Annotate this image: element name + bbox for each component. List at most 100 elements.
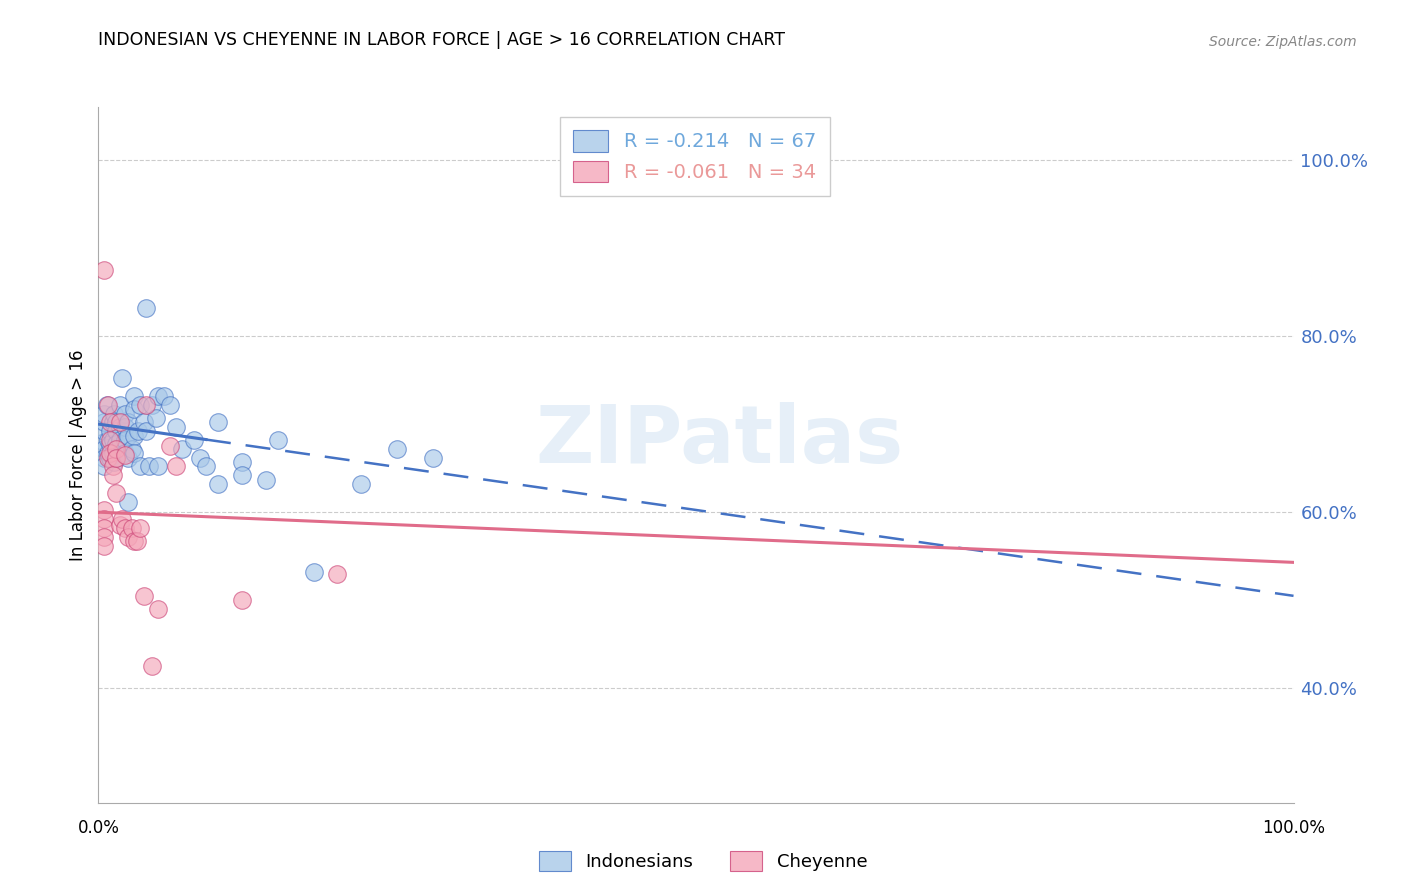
Point <box>153 389 176 403</box>
Y-axis label: In Labor Force | Age > 16: In Labor Force | Age > 16 <box>69 349 87 561</box>
Point <box>132 589 155 603</box>
Point <box>98 450 122 465</box>
Text: ZIPatlas: ZIPatlas <box>536 402 904 480</box>
Text: 100.0%: 100.0% <box>1263 819 1324 837</box>
Point <box>194 459 218 474</box>
Point <box>97 450 120 465</box>
Point <box>114 433 136 447</box>
Point <box>114 448 136 462</box>
Point <box>422 450 444 465</box>
Point <box>93 407 115 421</box>
Point <box>124 389 146 403</box>
Point <box>125 534 148 549</box>
Point <box>127 424 149 438</box>
Point <box>302 565 325 579</box>
Point <box>93 434 115 449</box>
Point <box>114 521 136 535</box>
Point <box>98 433 122 447</box>
Point <box>98 415 122 429</box>
Point <box>105 442 128 456</box>
Point <box>121 442 143 456</box>
Point <box>172 442 194 456</box>
Text: INDONESIAN VS CHEYENNE IN LABOR FORCE | AGE > 16 CORRELATION CHART: INDONESIAN VS CHEYENNE IN LABOR FORCE | … <box>98 31 786 49</box>
Point <box>93 424 115 438</box>
Point <box>117 494 139 508</box>
Point <box>96 398 118 412</box>
Point <box>231 455 253 469</box>
Point <box>98 424 122 438</box>
Point <box>124 534 146 549</box>
Point <box>117 428 139 442</box>
Point <box>138 459 160 474</box>
Point <box>93 415 115 429</box>
Point <box>108 415 131 429</box>
Point <box>105 437 128 451</box>
Point <box>108 398 131 412</box>
Point <box>148 459 170 474</box>
Point <box>108 433 131 447</box>
Point <box>101 433 124 447</box>
Legend: R = -0.214   N = 67, R = -0.061   N = 34: R = -0.214 N = 67, R = -0.061 N = 34 <box>560 117 830 196</box>
Point <box>103 407 125 421</box>
Point <box>105 424 128 438</box>
Point <box>267 433 290 447</box>
Point <box>326 566 349 581</box>
Point <box>93 450 115 465</box>
Point <box>207 415 229 429</box>
Point <box>148 389 170 403</box>
Point <box>97 446 120 460</box>
Point <box>108 419 131 434</box>
Point <box>135 301 157 315</box>
Point <box>231 468 253 483</box>
Text: Source: ZipAtlas.com: Source: ZipAtlas.com <box>1209 35 1357 49</box>
Point <box>103 455 125 469</box>
Point <box>129 521 152 535</box>
Legend: Indonesians, Cheyenne: Indonesians, Cheyenne <box>531 844 875 879</box>
Point <box>97 433 120 447</box>
Point <box>135 398 157 412</box>
Point <box>165 459 187 474</box>
Point <box>101 459 124 474</box>
Point <box>93 530 115 544</box>
Point <box>105 415 128 429</box>
Point <box>124 428 146 442</box>
Point <box>117 450 139 465</box>
Point <box>93 263 115 277</box>
Point <box>114 446 136 460</box>
Point <box>117 530 139 544</box>
Point <box>121 521 143 535</box>
Point <box>132 415 155 429</box>
Point <box>231 593 253 607</box>
Point <box>350 477 373 491</box>
Point <box>105 450 128 465</box>
Point <box>183 433 205 447</box>
Point <box>105 485 128 500</box>
Point <box>108 518 131 533</box>
Point <box>148 602 170 616</box>
Point <box>101 468 124 483</box>
Point <box>111 371 134 385</box>
Point <box>114 419 136 434</box>
Text: 0.0%: 0.0% <box>77 819 120 837</box>
Point <box>93 539 115 553</box>
Point <box>101 415 124 429</box>
Point <box>93 442 115 456</box>
Point <box>385 442 409 456</box>
Point <box>124 446 146 460</box>
Point <box>93 512 115 526</box>
Point <box>145 411 167 425</box>
Point <box>93 459 115 474</box>
Point <box>159 439 181 453</box>
Point <box>129 459 152 474</box>
Point <box>207 477 229 491</box>
Point <box>101 446 124 460</box>
Point <box>129 398 152 412</box>
Point <box>98 437 122 451</box>
Point <box>117 415 139 429</box>
Point <box>141 398 163 412</box>
Point <box>188 450 211 465</box>
Point <box>111 512 134 526</box>
Point <box>141 659 163 673</box>
Point <box>93 503 115 517</box>
Point <box>165 419 187 434</box>
